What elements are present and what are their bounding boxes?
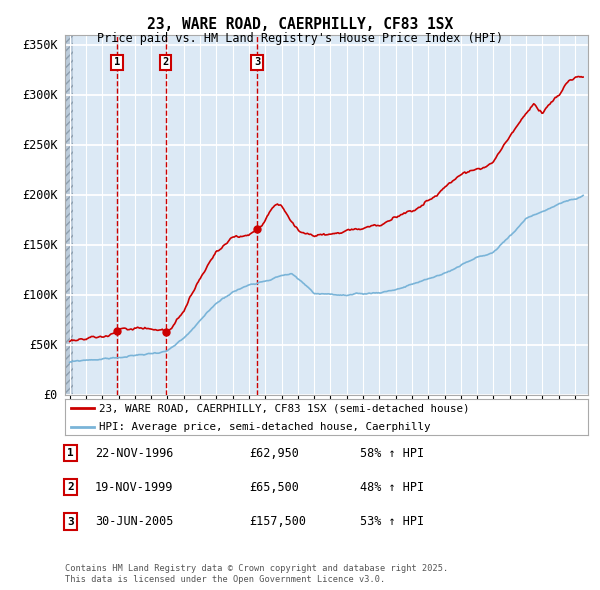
Text: 53% ↑ HPI: 53% ↑ HPI [360,515,424,528]
Text: 2: 2 [67,483,74,492]
Text: £157,500: £157,500 [249,515,306,528]
Text: 23, WARE ROAD, CAERPHILLY, CF83 1SX: 23, WARE ROAD, CAERPHILLY, CF83 1SX [147,17,453,31]
Text: 23, WARE ROAD, CAERPHILLY, CF83 1SX (semi-detached house): 23, WARE ROAD, CAERPHILLY, CF83 1SX (sem… [99,404,469,414]
Bar [65,35,73,395]
Text: £150K: £150K [22,239,58,252]
Text: £50K: £50K [29,339,58,352]
Text: 1: 1 [67,448,74,458]
Text: 48% ↑ HPI: 48% ↑ HPI [360,481,424,494]
Text: 19-NOV-1999: 19-NOV-1999 [95,481,173,494]
Text: HPI: Average price, semi-detached house, Caerphilly: HPI: Average price, semi-detached house,… [99,422,430,432]
Text: Price paid vs. HM Land Registry's House Price Index (HPI): Price paid vs. HM Land Registry's House … [97,32,503,45]
Text: 22-NOV-1996: 22-NOV-1996 [95,447,173,460]
Text: £0: £0 [44,389,58,402]
Text: £65,500: £65,500 [249,481,299,494]
Text: 2: 2 [163,57,169,67]
Text: £62,950: £62,950 [249,447,299,460]
Text: £300K: £300K [22,89,58,102]
Text: This data is licensed under the Open Government Licence v3.0.: This data is licensed under the Open Gov… [65,575,385,584]
Text: 30-JUN-2005: 30-JUN-2005 [95,515,173,528]
Text: £100K: £100K [22,289,58,302]
Text: 3: 3 [67,517,74,526]
Text: Contains HM Land Registry data © Crown copyright and database right 2025.: Contains HM Land Registry data © Crown c… [65,565,448,573]
Text: £350K: £350K [22,39,58,52]
Text: 3: 3 [254,57,260,67]
Text: 58% ↑ HPI: 58% ↑ HPI [360,447,424,460]
Text: £250K: £250K [22,139,58,152]
Text: 1: 1 [113,57,120,67]
Text: £200K: £200K [22,189,58,202]
